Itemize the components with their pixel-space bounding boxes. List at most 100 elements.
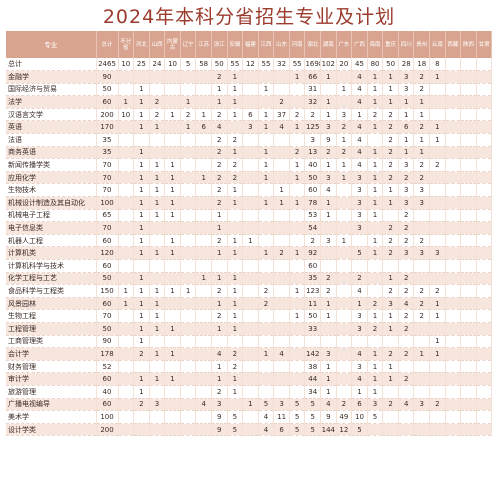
page-title: 2024年本科分省招生专业及计划 <box>102 6 396 28</box>
quota-cell <box>195 410 212 424</box>
quota-cell <box>195 347 212 361</box>
quota-cell <box>258 209 275 223</box>
quota-cell <box>195 234 212 248</box>
quota-cell: 4 <box>351 95 368 109</box>
quota-cell <box>367 133 384 147</box>
table-row: 生物技术 70 1 1 1 2 1 1 60 4 3 1 1 3 3 <box>6 183 493 198</box>
quota-cell: 92 <box>304 246 322 260</box>
quota-cell <box>336 309 353 323</box>
quota-cell <box>180 423 197 437</box>
quota-cell <box>118 70 135 84</box>
quota-cell <box>367 272 384 286</box>
quota-cell: 1 <box>382 322 399 336</box>
quota-cell <box>195 360 212 374</box>
quota-cell <box>195 95 212 109</box>
quota-cell: 4 <box>211 347 228 361</box>
quota-cell <box>273 322 290 336</box>
quota-cell: 2 <box>227 158 244 172</box>
quota-cell <box>273 83 290 97</box>
quota-cell <box>273 385 290 399</box>
quota-cell <box>195 335 212 349</box>
quota-cell: 1 <box>211 360 228 374</box>
quota-cell <box>195 259 212 273</box>
quota-cell <box>118 360 135 374</box>
quota-cell: 1 <box>429 309 446 323</box>
quota-cell <box>211 259 228 273</box>
quota-cell: 4 <box>351 120 368 135</box>
quota-cell: 1 <box>149 347 166 361</box>
quota-cell: 49 <box>336 410 353 424</box>
quota-cell <box>118 322 135 336</box>
quota-cell <box>118 83 135 97</box>
quota-cell <box>164 133 181 147</box>
quota-cell: 2 <box>382 146 399 160</box>
quota-cell: 3 <box>149 398 166 412</box>
quota-cell: 178 <box>96 347 119 361</box>
quota-cell <box>242 347 259 361</box>
table-row: 美术学 100 9 5 4 11 5 5 9 49 10 5 <box>6 410 493 424</box>
quota-cell: 1 <box>367 120 384 135</box>
quota-cell: 10 <box>351 410 368 424</box>
quota-cell: 2 <box>367 108 384 122</box>
quota-cell: 3 <box>351 360 368 374</box>
quota-cell <box>320 246 337 260</box>
quota-cell <box>367 284 384 298</box>
table-row: 汉语言文学 200 10 1 2 1 2 1 2 1 6 1 37 2 2 1 3 1 2 2 1 1 <box>6 108 493 122</box>
quota-cell <box>398 423 415 437</box>
quota-cell <box>289 385 306 399</box>
quota-cell: 4 <box>351 133 368 147</box>
quota-cell <box>273 70 290 84</box>
table-row: 金融学 90 2 1 1 66 1 4 1 1 3 2 1 <box>6 70 493 84</box>
quota-cell <box>460 133 477 147</box>
quota-cell: 2 <box>336 146 353 160</box>
quota-cell <box>460 398 477 412</box>
column-header: 浙江 <box>211 31 228 58</box>
quota-cell <box>118 158 135 172</box>
quota-cell <box>429 183 446 198</box>
quota-cell <box>180 372 197 386</box>
quota-cell <box>476 423 493 437</box>
quota-cell: 1 <box>227 183 244 198</box>
quota-cell: 1 <box>133 246 150 260</box>
quota-cell <box>445 209 462 223</box>
quota-cell: 34 <box>304 385 322 399</box>
quota-cell <box>476 133 493 147</box>
major-name-cell: 新闻传播学类 <box>6 158 97 172</box>
quota-cell: 5 <box>289 398 306 412</box>
quota-cell: 2 <box>398 209 415 223</box>
quota-cell <box>336 259 353 273</box>
quota-cell <box>289 83 306 97</box>
quota-cell <box>164 83 181 97</box>
quota-cell <box>242 209 259 223</box>
quota-cell: 1 <box>164 284 181 298</box>
quota-cell: 8 <box>429 58 446 72</box>
quota-cell <box>289 133 306 147</box>
major-name-cell: 工商管理类 <box>6 335 97 349</box>
quota-cell <box>367 423 384 437</box>
quota-cell: 5 <box>289 423 306 437</box>
quota-cell <box>476 209 493 223</box>
quota-cell: 2 <box>413 171 431 185</box>
quota-cell <box>242 133 259 147</box>
quota-cell <box>180 221 197 235</box>
quota-cell: 1 <box>289 246 306 260</box>
quota-cell <box>118 372 135 386</box>
quota-cell <box>164 309 181 323</box>
quota-cell <box>476 284 493 298</box>
quota-cell <box>413 221 431 235</box>
quota-cell <box>336 246 353 260</box>
table-row: 计算机类 120 1 1 1 1 1 1 2 1 92 5 1 2 3 3 3 <box>6 246 493 260</box>
quota-cell: 1 <box>149 284 166 298</box>
quota-cell: 1 <box>367 146 384 160</box>
quota-cell <box>289 209 306 223</box>
quota-cell: 1 <box>429 120 446 135</box>
quota-cell: 4 <box>258 410 275 424</box>
quota-cell <box>351 234 368 248</box>
quota-cell <box>289 95 306 109</box>
quota-cell: 1 <box>382 196 399 210</box>
quota-cell <box>445 398 462 412</box>
quota-cell: 6 <box>273 423 290 437</box>
quota-cell: 2 <box>289 108 306 122</box>
quota-cell: 1 <box>367 234 384 248</box>
quota-cell: 1 <box>320 108 337 122</box>
